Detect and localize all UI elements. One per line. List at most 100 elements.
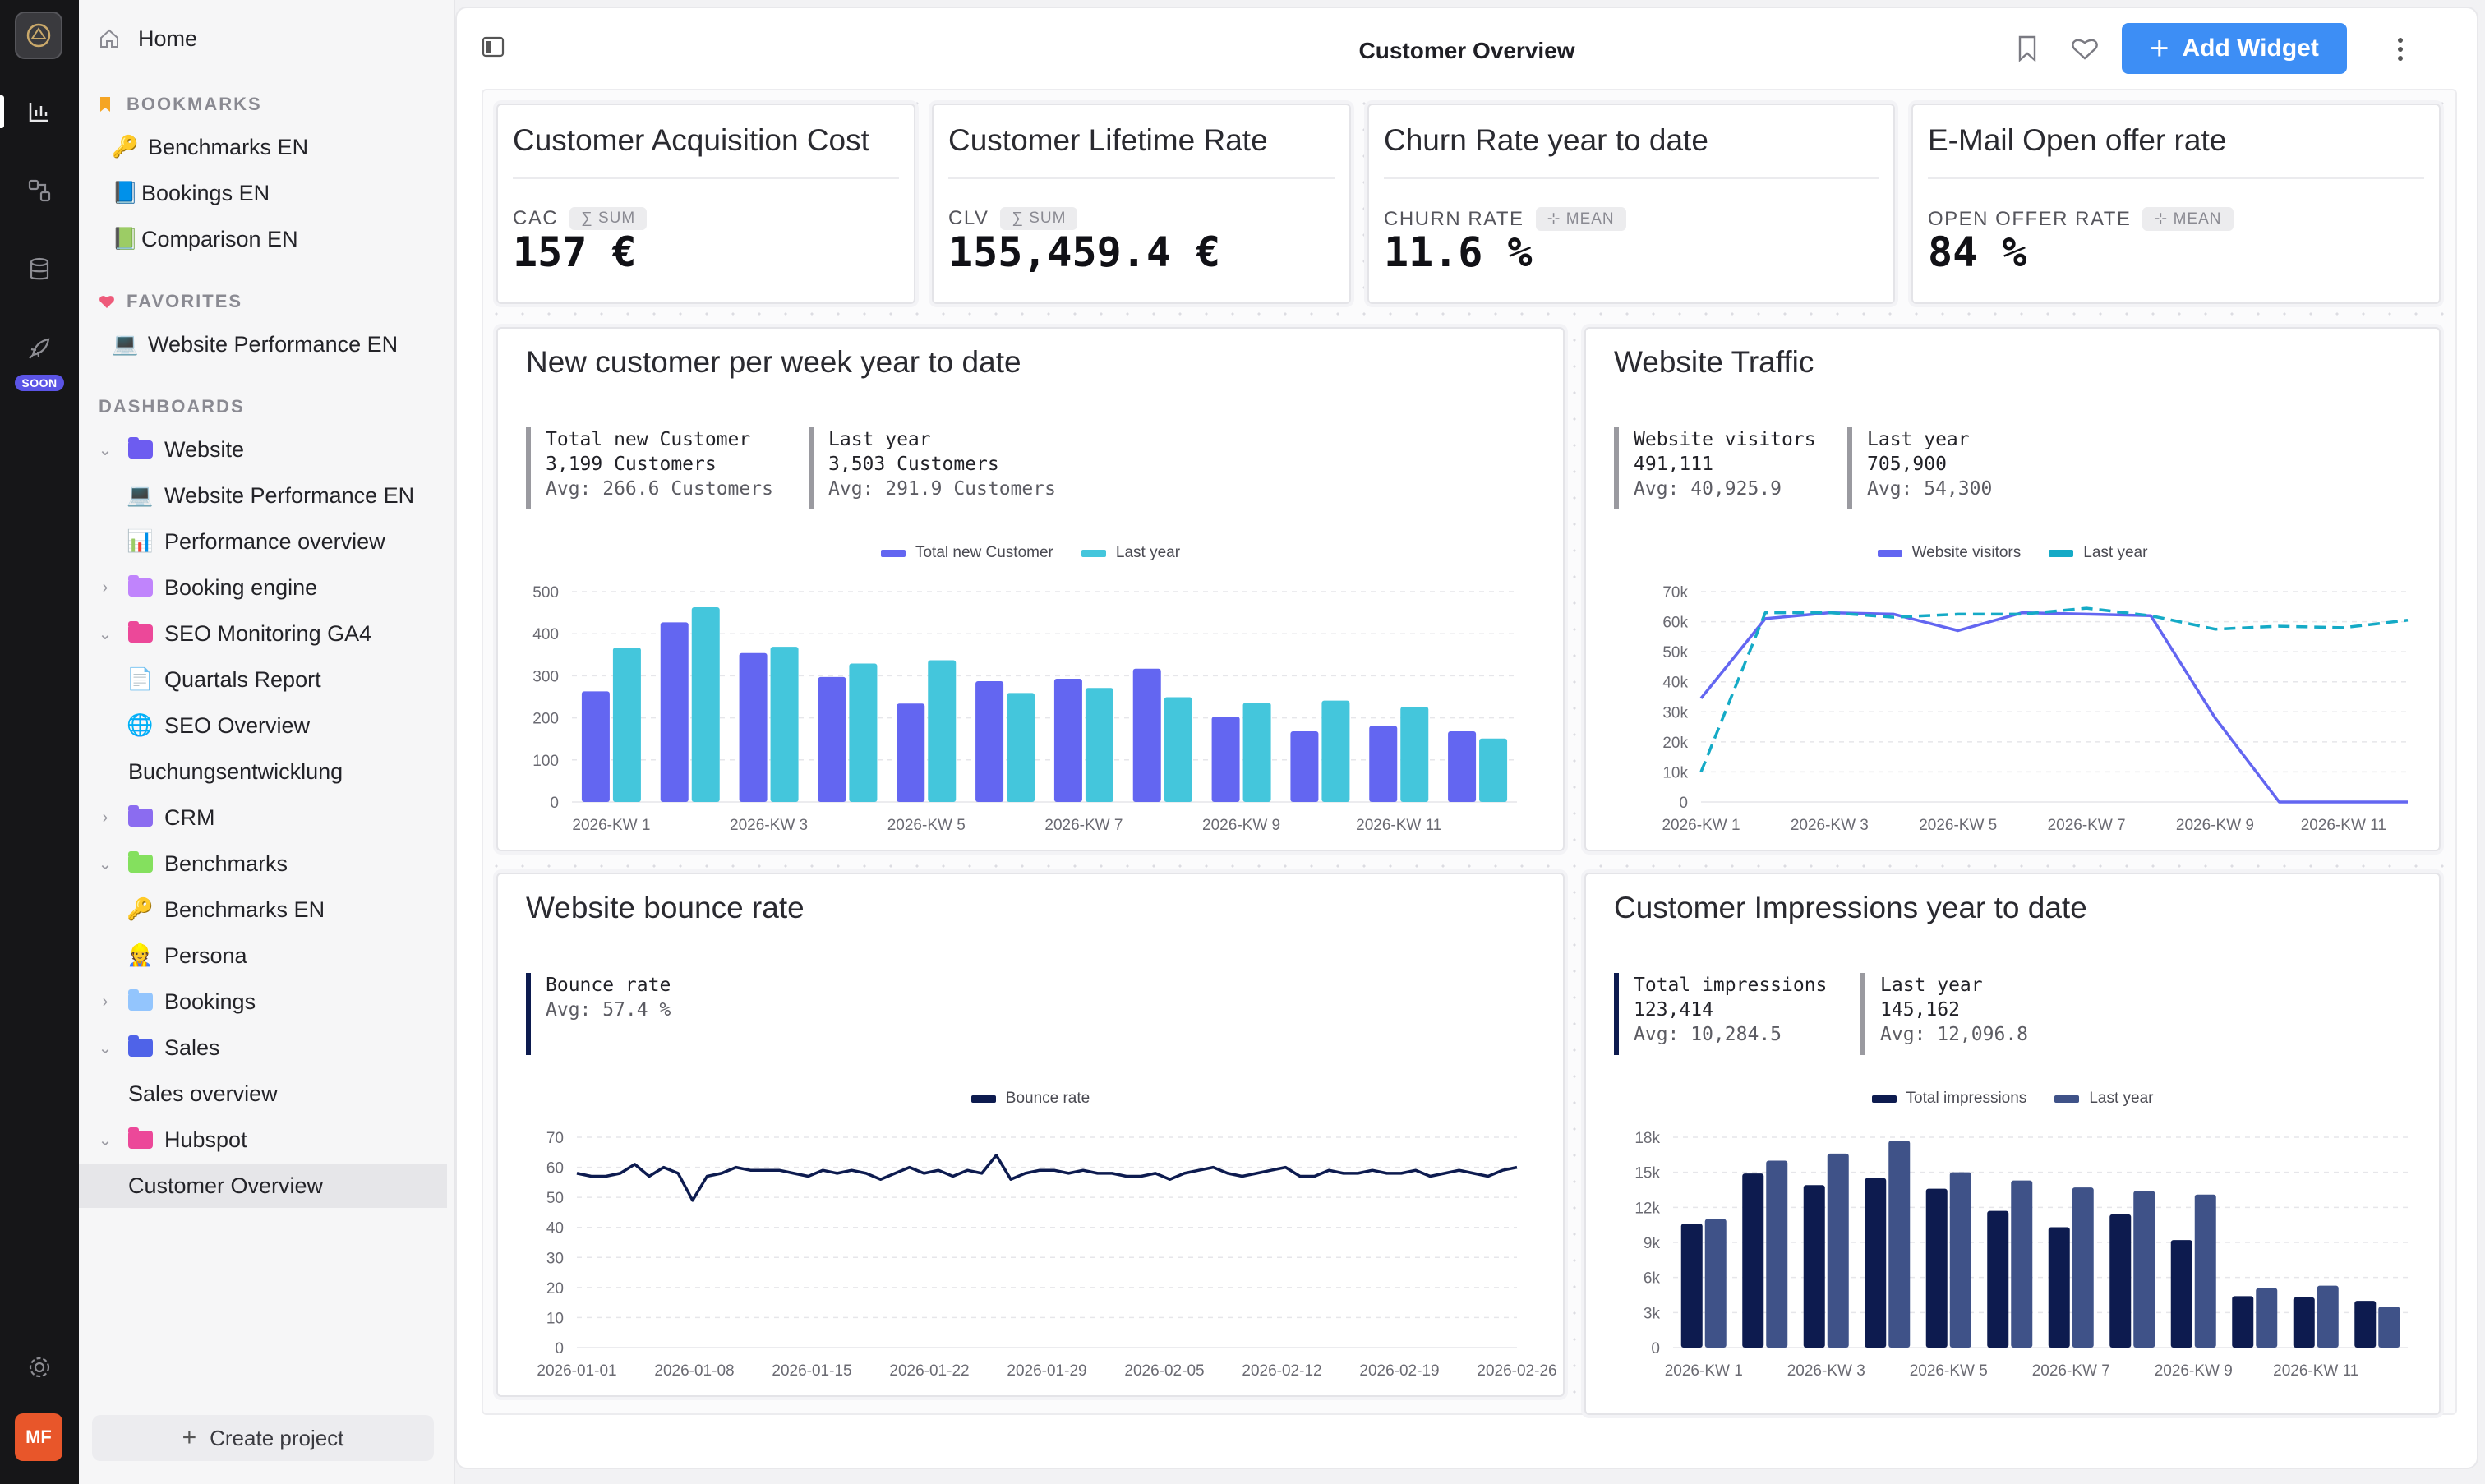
legend-item[interactable]: Bounce rate	[970, 1090, 1090, 1108]
database-icon[interactable]	[23, 253, 56, 286]
sidebar-item-label: Sales overview	[128, 1081, 278, 1106]
chevron-down-icon[interactable]: ⌄	[98, 1131, 113, 1150]
sidebar-item-label: Benchmarks EN	[148, 134, 309, 159]
sidebar-item-sales-overview[interactable]: Sales overview	[79, 1072, 449, 1116]
sidebar-item-home[interactable]: Home	[79, 16, 449, 61]
plus-icon: +	[2150, 30, 2169, 67]
bookmark-icon[interactable]	[2017, 35, 2038, 62]
sidebar-toggle-icon[interactable]	[482, 36, 505, 58]
sidebar-item-label: Bookings EN	[141, 180, 270, 205]
kpi-card-email-open-rate[interactable]: E-Mail Open offer rate OPEN OFFER RATE ⊹ …	[1911, 104, 2441, 304]
sidebar-item-benchmarks-en-tree[interactable]: 🔑 Benchmarks EN	[79, 887, 449, 932]
bar	[2170, 1240, 2192, 1348]
chevron-down-icon[interactable]: ⌄	[98, 1039, 113, 1058]
bar	[2072, 1187, 2094, 1348]
sidebar-folder-seo-monitoring[interactable]: ⌄ SEO Monitoring GA4	[79, 611, 449, 656]
bar	[2232, 1296, 2254, 1348]
app-logo-icon[interactable]	[15, 12, 62, 59]
bar	[612, 648, 641, 802]
chart-card-impressions[interactable]: Customer Impressions year to date Total …	[1584, 873, 2441, 1415]
chart-legend: Bounce rate	[498, 1090, 1563, 1108]
chart-legend: Website visitors Last year	[1586, 544, 2439, 562]
legend-swatch	[1081, 549, 1106, 557]
folder-icon	[128, 437, 153, 459]
bar	[1242, 703, 1271, 802]
user-avatar[interactable]: MF	[15, 1413, 62, 1461]
kpi-label: CHURN RATE ⊹ MEAN	[1384, 207, 1626, 231]
blue-book-icon: 📘	[112, 181, 139, 205]
settings-gear-icon[interactable]	[23, 1351, 56, 1384]
x-tick-label: 2026-02-12	[1242, 1362, 1321, 1380]
sidebar-item-label: Home	[138, 25, 198, 51]
sidebar-folder-website[interactable]: ⌄ Website	[79, 427, 449, 472]
chart-card-website-traffic[interactable]: Website Traffic Website visitors 491,111…	[1584, 327, 2441, 851]
chevron-down-icon[interactable]: ⌄	[98, 440, 113, 459]
sidebar-item-website-performance[interactable]: 💻 Website Performance EN	[79, 473, 449, 518]
y-tick-label: 70	[546, 1130, 564, 1147]
sidebar-folder-hubspot[interactable]: ⌄ Hubspot	[79, 1118, 449, 1162]
legend-item[interactable]: Last year	[2054, 1090, 2153, 1108]
chevron-right-icon[interactable]: ›	[102, 992, 108, 1011]
bar	[1925, 1188, 1948, 1348]
kpi-card-cac[interactable]: Customer Acquisition Cost CAC ∑ SUM 157 €	[496, 104, 915, 304]
sidebar-folder-benchmarks[interactable]: ⌄ Benchmarks	[79, 841, 449, 886]
create-project-button[interactable]: + Create project	[92, 1415, 434, 1461]
legend-item[interactable]: Last year	[1081, 544, 1180, 562]
rocket-icon[interactable]	[23, 332, 56, 365]
chevron-right-icon[interactable]: ›	[102, 808, 108, 827]
bounce-rate-line-chart: 0 10 20 30 40 50 60 70 2026-01-01 2026-01-08 2026-…	[537, 1130, 1556, 1380]
sidebar-item-performance-overview[interactable]: 📊 Performance overview	[79, 519, 449, 564]
main-panel: Customer Overview + Add Widget Customer …	[455, 7, 2478, 1469]
kpi-title: Customer Acquisition Cost	[513, 123, 869, 157]
bar	[1448, 730, 1477, 802]
legend-swatch	[2049, 549, 2074, 557]
y-tick-label: 50	[546, 1190, 564, 1207]
dashboards-icon[interactable]	[23, 95, 56, 128]
bar	[660, 622, 689, 802]
sidebar-item-label: Performance overview	[164, 528, 385, 554]
bookmarks-header: BOOKMARKS	[99, 92, 262, 117]
y-tick-label: 70k	[1662, 584, 1688, 601]
sidebar-folder-sales[interactable]: ⌄ Sales	[79, 1025, 449, 1070]
bar	[1369, 726, 1398, 802]
sidebar-item-bookings-en[interactable]: 📘 Bookings EN	[79, 171, 449, 215]
sidebar-item-benchmarks-en[interactable]: 🔑 Benchmarks EN	[79, 125, 449, 169]
sidebar-item-persona[interactable]: 👷 Persona	[79, 933, 449, 978]
chart-card-new-customers[interactable]: New customer per week year to date Total…	[496, 327, 1565, 851]
chart-title: Website bounce rate	[526, 891, 805, 924]
y-tick-label: 6k	[1644, 1270, 1661, 1288]
sidebar-item-seo-overview[interactable]: 🌐 SEO Overview	[79, 703, 449, 748]
workflow-icon[interactable]	[23, 174, 56, 207]
add-widget-button[interactable]: + Add Widget	[2122, 23, 2347, 74]
chart-card-bounce-rate[interactable]: Website bounce rate Bounce rate Avg: 57.…	[496, 873, 1565, 1397]
sidebar: Home BOOKMARKS 🔑 Benchmarks EN 📘 Booking…	[79, 0, 455, 1484]
sidebar-item-quartals-report[interactable]: 📄 Quartals Report	[79, 657, 449, 702]
sidebar-item-website-performance-fav[interactable]: 💻 Website Performance EN	[79, 322, 449, 366]
y-tick-label: 0	[1679, 795, 1688, 812]
bar	[2317, 1285, 2339, 1348]
stat-block: Website visitors 491,111 Avg: 40,925.9	[1614, 427, 1816, 509]
chevron-down-icon[interactable]: ⌄	[98, 624, 113, 643]
x-tick-label: 2026-KW 5	[888, 817, 966, 834]
plus-icon: +	[182, 1424, 197, 1451]
heart-icon[interactable]	[2071, 36, 2099, 61]
sidebar-folder-bookings[interactable]: › Bookings	[79, 979, 449, 1024]
sidebar-folder-crm[interactable]: › CRM	[79, 795, 449, 840]
legend-item[interactable]: Total impressions	[1871, 1090, 2026, 1108]
heart-icon	[99, 296, 114, 308]
more-options-icon[interactable]	[2396, 36, 2404, 62]
legend-item[interactable]: Website visitors	[1877, 544, 2021, 562]
chevron-down-icon[interactable]: ⌄	[98, 855, 113, 873]
kpi-value: 84 %	[1928, 228, 2027, 276]
sidebar-folder-booking-engine[interactable]: › Booking engine	[79, 565, 449, 610]
legend-item[interactable]: Last year	[2049, 544, 2147, 562]
sidebar-item-customer-overview[interactable]: Customer Overview	[79, 1164, 447, 1208]
kpi-card-clv[interactable]: Customer Lifetime Rate CLV ∑ SUM 155,459.…	[932, 104, 1351, 304]
legend-item[interactable]: Total new Customer	[880, 544, 1053, 562]
chevron-right-icon[interactable]: ›	[102, 578, 108, 597]
y-tick-label: 0	[1651, 1340, 1660, 1357]
sidebar-item-buchungsentwicklung[interactable]: Buchungsentwicklung	[79, 749, 449, 794]
kpi-card-churn-rate[interactable]: Churn Rate year to date CHURN RATE ⊹ MEAN…	[1367, 104, 1895, 304]
sidebar-item-comparison-en[interactable]: 📗 Comparison EN	[79, 217, 449, 261]
y-tick-label: 40k	[1662, 675, 1688, 692]
